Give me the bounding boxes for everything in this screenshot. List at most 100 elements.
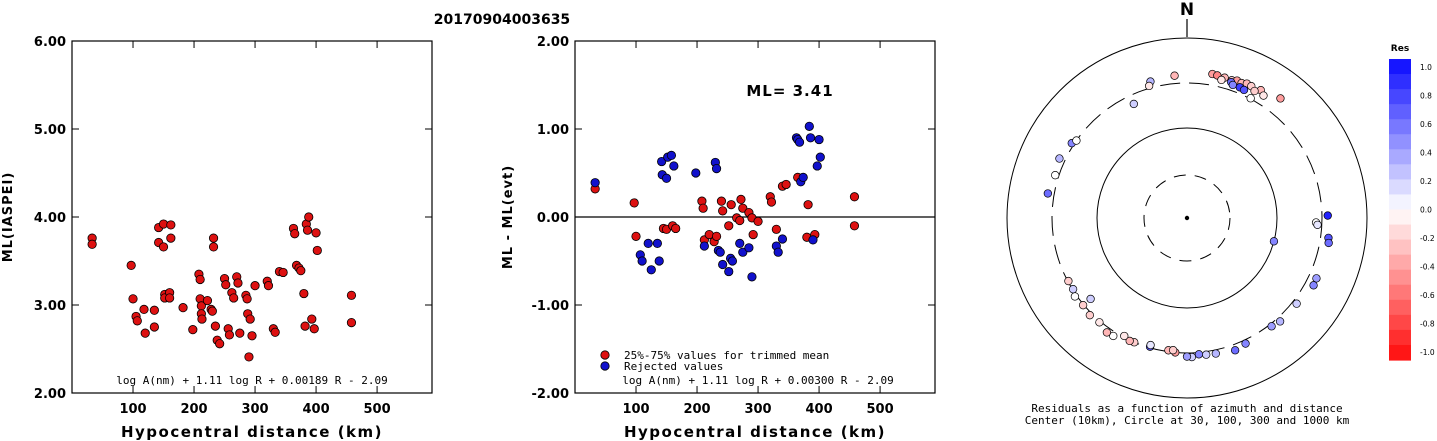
left-scatter-plot: 2.00 3.00 4.00 5.00 6.00 100 200 300 400 500 log… [1,35,433,441]
colorbar-cell [1389,239,1411,256]
middle-x-ticks: 100 200 300 400 500 [622,41,894,417]
residual-point [1043,189,1053,198]
x-tick-label: 200 [180,402,207,417]
data-point [149,322,159,332]
colorbar-tick-label: 0.0 [1420,206,1432,215]
rejected-point [747,272,757,282]
data-point [299,288,309,299]
residual-point [1102,328,1112,337]
residual-point [1125,336,1134,346]
trimmed-point [766,197,777,207]
residual-point [1250,86,1259,96]
data-point [307,314,317,324]
rejected-point [794,137,805,147]
colorbar-tick-label: 0.2 [1420,177,1432,186]
legend-red-dot [600,350,610,360]
data-point [224,330,235,340]
data-point [233,278,243,288]
rejected-point [711,164,722,174]
x-tick-label: 200 [683,402,710,417]
polar-caption-1: Residuals as a function of azimuth and d… [1031,402,1342,415]
trimmed-point [849,192,860,202]
middle-points [590,121,860,282]
trimmed-point [736,194,746,204]
y-tick-label: 0.00 [537,211,569,226]
colorbar-tick-label: 1.0 [1420,63,1432,72]
circle-30km [1143,174,1231,262]
y-tick-label: 3.00 [34,299,66,314]
data-point [235,328,245,338]
rejected-point [814,134,824,145]
data-point [221,280,231,290]
figure-title: 20170904003635 [434,12,570,28]
left-y-axis-label: ML(IASPEI) [1,172,16,263]
residual-point [1109,331,1118,341]
colorbar-cell [1389,134,1411,150]
data-point [290,229,300,239]
middle-y-ticks: -2.00 -1.00 0.00 1.00 2.00 [532,35,935,402]
residual-point [1275,317,1285,326]
x-tick-label: 300 [241,402,268,417]
residual-colorbar: Res 1.0 0.8 0.6 0.4 0.2 0.0 -0.2 -0.4 -0.6 -0.8 -1… [1389,44,1435,361]
trimmed-point [671,223,681,234]
data-point [244,352,254,362]
x-tick-label: 500 [364,402,391,417]
residual-point [1269,237,1279,246]
legend-blue-dot [600,361,610,371]
rejected-point [646,265,656,275]
residual-point [1313,220,1322,229]
colorbar-cells [1389,59,1411,361]
rejected-point [652,238,662,248]
data-point [207,306,217,316]
residual-point [1323,211,1332,220]
trimmed-point [781,179,791,190]
data-point [149,305,159,315]
residual-point [1217,75,1226,85]
y-tick-label: -1.00 [532,299,569,314]
rejected-point [805,133,816,143]
rejected-point [661,173,672,183]
y-tick-label: 6.00 [34,35,66,50]
data-point [229,293,239,303]
residual-point [1170,71,1179,80]
residual-point [1239,85,1249,95]
residual-point [1267,322,1276,331]
residual-point [1144,81,1154,91]
data-point [128,294,138,304]
x-tick-label: 500 [867,402,894,417]
rejected-point [724,266,734,277]
data-point [215,339,225,349]
circle-1000km [1006,37,1368,399]
trimmed-point [724,221,734,231]
colorbar-tick-label: -0.6 [1420,291,1435,300]
trimmed-point [726,200,736,210]
residual-point [1086,294,1095,304]
residual-point [1276,94,1285,103]
rejected-point [744,243,754,253]
residual-point [1194,350,1204,359]
middle-x-axis-label: Hypocentral distance (km) [624,423,886,441]
polar-points [1043,69,1333,362]
residual-point [1246,94,1255,103]
data-point [278,267,288,278]
data-point [250,281,260,291]
colorbar-cell [1389,344,1411,361]
data-point [312,245,322,256]
rejected-point [735,238,745,248]
rejected-point [715,247,725,257]
residual-point [1182,352,1192,361]
colorbar-tick-label: 0.6 [1420,120,1432,129]
data-point [210,321,220,331]
colorbar-cell [1389,329,1411,346]
rejected-point [637,256,647,266]
colorbar-cell [1389,119,1411,135]
data-point [263,281,274,291]
rejected-point [777,234,788,244]
left-points [87,212,357,362]
trimmed-point [716,196,727,206]
data-point [178,303,188,313]
rejected-point [718,259,728,270]
colorbar-tick-label: -0.2 [1420,234,1435,243]
data-point [247,331,257,341]
